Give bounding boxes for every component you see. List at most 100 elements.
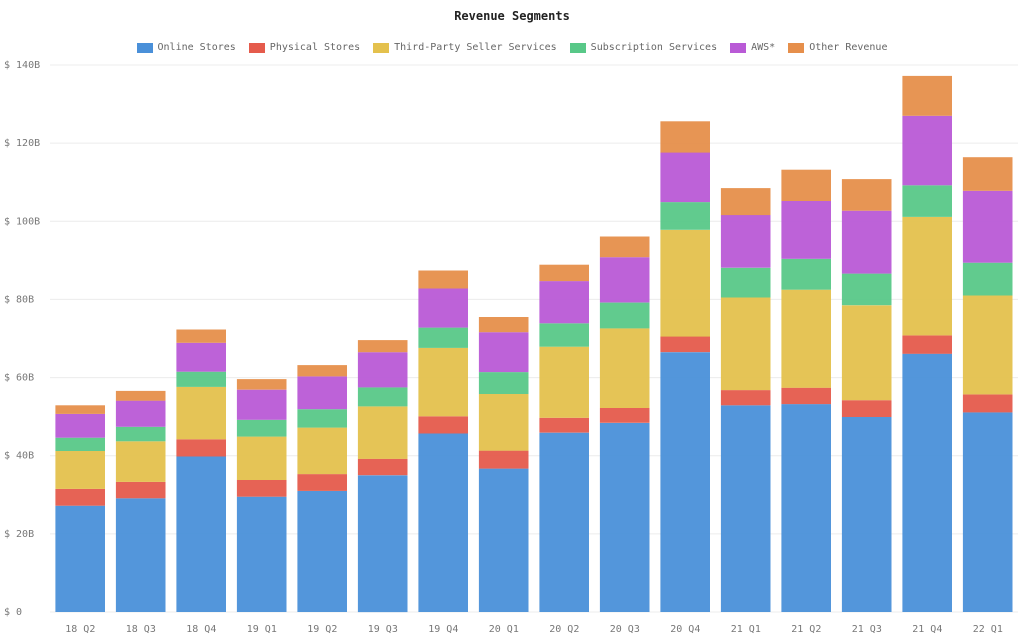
bar-segment[interactable] — [236, 436, 287, 480]
bar-segment[interactable] — [962, 394, 1013, 413]
bar-segment[interactable] — [902, 217, 952, 336]
bar-segment[interactable] — [660, 121, 710, 153]
bar-segment[interactable] — [115, 498, 166, 612]
bar-segment[interactable] — [599, 302, 650, 329]
bar-segment[interactable] — [418, 288, 468, 328]
bar-segment[interactable] — [599, 257, 650, 303]
bar-segment[interactable] — [478, 332, 529, 373]
bar-segment[interactable] — [660, 152, 710, 203]
legend-item[interactable]: Other Revenue — [788, 42, 887, 53]
bar-segment[interactable] — [660, 336, 710, 353]
bar-segment[interactable] — [962, 295, 1013, 395]
bar-segment[interactable] — [962, 157, 1013, 191]
bar-segment[interactable] — [357, 475, 408, 613]
bar-segment[interactable] — [478, 394, 529, 451]
bar-segment[interactable] — [357, 458, 408, 476]
bar-segment[interactable] — [236, 496, 287, 612]
bar-segment[interactable] — [357, 387, 408, 407]
legend-item[interactable]: AWS* — [730, 42, 775, 53]
bar-segment[interactable] — [115, 390, 166, 401]
bar-segment[interactable] — [55, 488, 105, 506]
bar-segment[interactable] — [418, 433, 468, 612]
bar-segment[interactable] — [55, 437, 105, 451]
bar-segment[interactable] — [599, 328, 650, 408]
bar-segment[interactable] — [720, 405, 771, 612]
bar-segment[interactable] — [539, 417, 589, 433]
bar-segment[interactable] — [720, 215, 771, 268]
bar-segment[interactable] — [841, 417, 892, 612]
bar-segment[interactable] — [297, 427, 347, 475]
bar-segment[interactable] — [841, 400, 892, 417]
legend-item[interactable]: Online Stores — [136, 42, 236, 53]
bar-segment[interactable] — [781, 289, 831, 388]
bar-segment[interactable] — [599, 422, 650, 612]
bar-segment[interactable] — [720, 297, 771, 391]
bar-segment[interactable] — [902, 185, 952, 217]
bar-segment[interactable] — [660, 202, 710, 230]
bar-segment[interactable] — [297, 376, 347, 410]
bar-segment[interactable] — [115, 441, 166, 482]
bar-segment[interactable] — [539, 346, 589, 418]
legend-item[interactable]: Physical Stores — [248, 42, 360, 53]
bar-segment[interactable] — [176, 342, 226, 372]
bar-segment[interactable] — [660, 229, 710, 337]
bar-segment[interactable] — [115, 481, 166, 499]
bar-segment[interactable] — [176, 371, 226, 387]
bar-segment[interactable] — [660, 352, 710, 612]
bar-segment[interactable] — [55, 505, 105, 612]
bar-segment[interactable] — [55, 451, 105, 489]
bar-segment[interactable] — [55, 413, 105, 438]
bar-segment[interactable] — [115, 426, 166, 442]
bar-segment[interactable] — [902, 115, 952, 186]
bar-segment[interactable] — [539, 432, 589, 612]
bar-segment[interactable] — [297, 474, 347, 491]
bar-segment[interactable] — [357, 340, 408, 353]
bar-segment[interactable] — [297, 490, 347, 612]
bar-segment[interactable] — [418, 347, 468, 417]
bar-segment[interactable] — [297, 365, 347, 377]
bar-segment[interactable] — [539, 281, 589, 324]
bar-segment[interactable] — [781, 201, 831, 259]
bar-segment[interactable] — [176, 329, 226, 343]
bar-segment[interactable] — [357, 352, 408, 388]
bar-segment[interactable] — [539, 323, 589, 347]
bar-segment[interactable] — [781, 404, 831, 612]
bar-segment[interactable] — [962, 412, 1013, 612]
bar-segment[interactable] — [841, 179, 892, 211]
bar-segment[interactable] — [720, 267, 771, 298]
bar-segment[interactable] — [478, 317, 529, 333]
legend-item[interactable]: Third-Party Seller Services — [373, 42, 557, 53]
bar-segment[interactable] — [297, 409, 347, 428]
bar-segment[interactable] — [418, 416, 468, 434]
bar-segment[interactable] — [236, 479, 287, 497]
bar-segment[interactable] — [781, 169, 831, 201]
bar-segment[interactable] — [478, 468, 529, 612]
bar-segment[interactable] — [176, 386, 226, 440]
bar-segment[interactable] — [599, 408, 650, 423]
bar-segment[interactable] — [236, 379, 287, 390]
bar-segment[interactable] — [176, 439, 226, 457]
bar-segment[interactable] — [599, 236, 650, 258]
bar-segment[interactable] — [236, 389, 287, 420]
bar-segment[interactable] — [902, 335, 952, 354]
bar-segment[interactable] — [902, 75, 952, 116]
bar-segment[interactable] — [962, 262, 1013, 296]
bar-segment[interactable] — [539, 264, 589, 282]
bar-segment[interactable] — [418, 270, 468, 289]
bar-segment[interactable] — [418, 327, 468, 348]
bar-segment[interactable] — [176, 456, 226, 613]
legend-item[interactable]: Subscription Services — [569, 42, 717, 53]
bar-segment[interactable] — [902, 353, 952, 612]
bar-segment[interactable] — [841, 210, 892, 274]
bar-segment[interactable] — [478, 450, 529, 469]
bar-segment[interactable] — [781, 258, 831, 290]
bar-segment[interactable] — [720, 390, 771, 406]
bar-segment[interactable] — [841, 273, 892, 306]
bar-segment[interactable] — [781, 387, 831, 405]
bar-segment[interactable] — [357, 406, 408, 459]
bar-segment[interactable] — [841, 305, 892, 401]
bar-segment[interactable] — [55, 405, 105, 414]
bar-segment[interactable] — [720, 188, 771, 216]
bar-segment[interactable] — [962, 190, 1013, 263]
bar-segment[interactable] — [115, 400, 166, 427]
